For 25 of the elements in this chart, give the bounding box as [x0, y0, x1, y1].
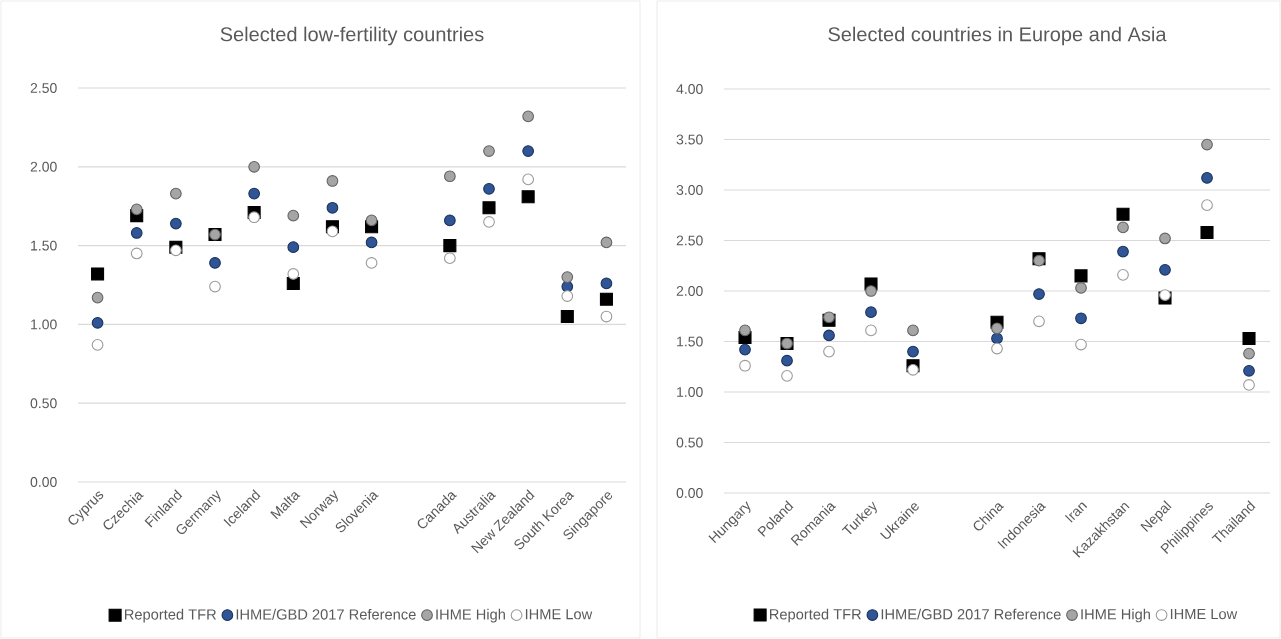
y-tick-label: 2.50	[676, 235, 703, 246]
legend-label: IHME Low	[1170, 608, 1238, 620]
legend-label: IHME/GBD 2017 Reference	[881, 608, 1061, 620]
y-tick-label: 4.00	[676, 84, 703, 94]
y-tick-label: 1.00	[31, 319, 57, 330]
legend-label: IHME/GBD 2017 Reference	[236, 608, 416, 620]
legend-label: Reported TFR	[124, 608, 216, 623]
y-tick-label: 0.50	[30, 398, 57, 409]
y-tick-label: 2.00	[30, 161, 57, 172]
y-tick-label: 0.00	[30, 477, 57, 487]
y-tick-label: 1.00	[677, 387, 703, 397]
legend-label: IHME High	[1081, 608, 1150, 623]
y-tick-label: 0.00	[676, 488, 703, 498]
legend-label: Reported TFR	[770, 608, 862, 623]
y-tick-label: 2.00	[676, 286, 703, 296]
chart-title: Selected low-fertility countries	[220, 26, 484, 46]
y-tick-label: 2.50	[30, 83, 57, 93]
y-tick-label: 1.50	[677, 336, 703, 347]
y-tick-label: 3.00	[676, 185, 703, 195]
y-tick-label: 1.50	[31, 240, 57, 251]
y-tick-label: 3.50	[676, 134, 703, 145]
chart-title: Selected countries in Europe and Asia	[828, 26, 1167, 46]
legend-label: IHME Low	[525, 609, 593, 620]
legend-label: IHME High	[436, 608, 505, 623]
y-tick-label: 0.50	[676, 437, 703, 448]
